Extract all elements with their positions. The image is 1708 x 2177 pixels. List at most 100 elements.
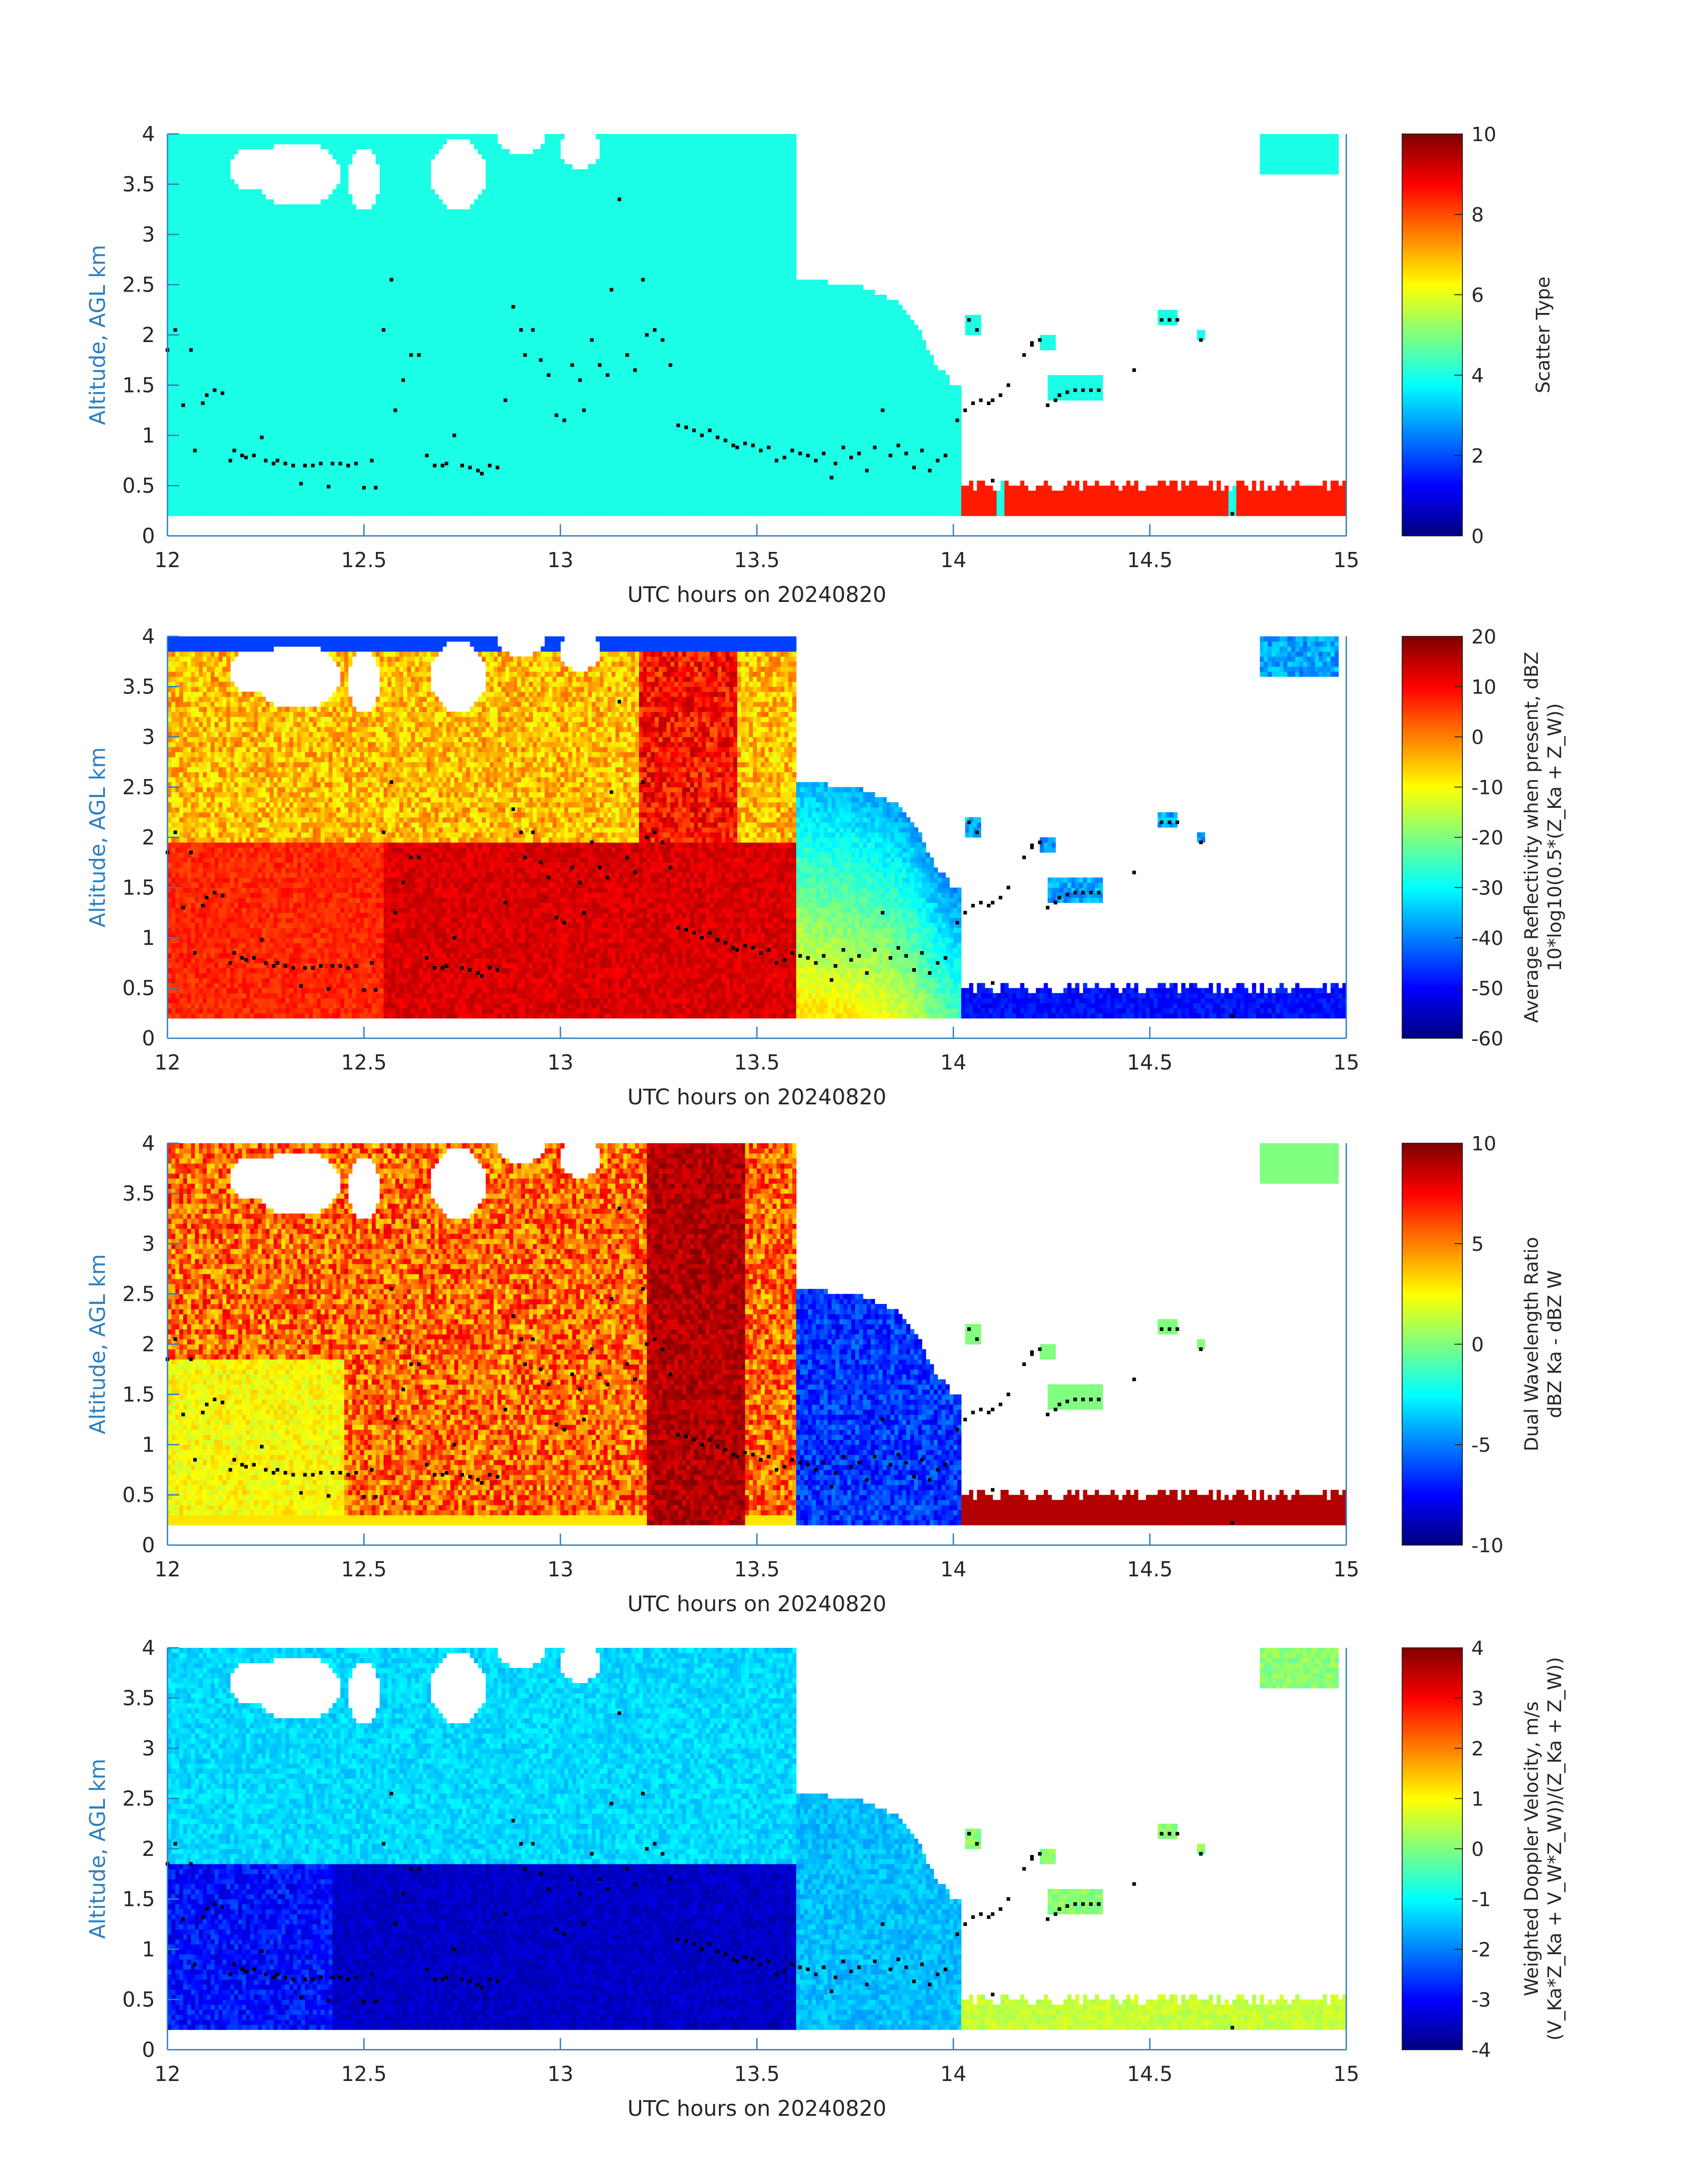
heatmap-cell xyxy=(215,420,219,426)
heatmap-cell xyxy=(254,330,258,335)
heatmap-cell xyxy=(293,426,297,431)
heatmap-cell xyxy=(195,285,199,290)
heatmap-cell xyxy=(187,230,191,235)
heatmap-cell xyxy=(230,310,234,315)
heatmap-cell xyxy=(215,265,219,270)
heatmap-cell xyxy=(179,205,183,210)
heatmap-cell xyxy=(199,315,203,320)
heatmap-cell xyxy=(183,184,187,190)
heatmap-cell xyxy=(187,270,191,275)
heatmap-cell xyxy=(191,265,195,270)
heatmap-cell xyxy=(183,435,187,441)
heatmap-cell xyxy=(203,290,207,295)
heatmap-cell xyxy=(203,194,207,200)
heatmap-cell xyxy=(179,149,183,155)
heatmap-cell xyxy=(277,265,281,270)
heatmap-cell xyxy=(270,234,274,240)
heatmap-cell xyxy=(289,446,293,451)
heatmap-cell xyxy=(187,335,191,340)
heatmap-cell xyxy=(270,320,274,325)
heatmap-cell xyxy=(234,375,238,380)
heatmap-cell xyxy=(187,149,191,155)
heatmap-cell xyxy=(207,481,211,486)
heatmap-cell xyxy=(270,446,274,451)
heatmap-cell xyxy=(262,440,266,446)
heatmap-cell xyxy=(266,259,270,265)
heatmap-cell xyxy=(218,350,222,355)
heatmap-cell xyxy=(211,491,215,496)
heatmap-cell xyxy=(238,139,242,144)
heatmap-cell xyxy=(215,179,219,184)
heatmap-cell xyxy=(218,234,222,240)
heatmap-cell xyxy=(277,405,281,411)
heatmap-cells xyxy=(167,134,1347,516)
heatmap-cell xyxy=(266,511,270,516)
heatmap-cell xyxy=(301,290,305,295)
heatmap-cell xyxy=(297,320,301,325)
heatmap-cell xyxy=(293,280,297,285)
heatmap-cell xyxy=(242,325,246,330)
heatmap-cell xyxy=(199,234,203,240)
heatmap-cell xyxy=(226,355,230,360)
heatmap-cell xyxy=(270,415,274,421)
heatmap-cell xyxy=(203,199,207,205)
heatmap-cell xyxy=(183,380,187,385)
heatmap-cell xyxy=(211,305,215,310)
heatmap-cell xyxy=(195,320,199,325)
heatmap-cell xyxy=(246,219,250,225)
heatmap-cell xyxy=(203,335,207,340)
heatmap-cell xyxy=(262,380,266,385)
heatmap-cell xyxy=(270,205,274,210)
heatmap-cell xyxy=(211,320,215,325)
heatmap-cell xyxy=(277,476,281,481)
heatmap-cell xyxy=(195,255,199,260)
heatmap-cell xyxy=(266,491,270,496)
heatmap-cell xyxy=(226,230,230,235)
heatmap-cell xyxy=(171,435,175,441)
heatmap-cell xyxy=(179,189,183,195)
heatmap-cell xyxy=(175,496,180,501)
heatmap-cell xyxy=(187,234,191,240)
heatmap-cell xyxy=(250,410,254,416)
heatmap-cell xyxy=(203,511,207,516)
heatmap-cell xyxy=(289,415,293,421)
heatmap-cell xyxy=(171,460,175,466)
heatmap-cell xyxy=(183,239,187,245)
heatmap-cell xyxy=(262,139,266,144)
heatmap-cell xyxy=(258,426,262,431)
heatmap-cell xyxy=(258,360,262,365)
heatmap-cell xyxy=(234,275,238,280)
heatmap-cell xyxy=(179,471,183,476)
heatmap-cell xyxy=(171,144,175,150)
heatmap-cell xyxy=(250,375,254,380)
heatmap-cell xyxy=(270,355,274,360)
heatmap-cell xyxy=(293,420,297,426)
heatmap-cell xyxy=(218,380,222,385)
heatmap-cell xyxy=(230,154,234,159)
heatmap-cell xyxy=(266,310,270,315)
heatmap-cell xyxy=(234,471,238,476)
heatmap-cell xyxy=(179,159,183,164)
heatmap-cell xyxy=(203,496,207,501)
heatmap-cell xyxy=(246,320,250,325)
heatmap-cell xyxy=(242,194,246,200)
heatmap-cell xyxy=(183,420,187,426)
heatmap-cell xyxy=(254,259,258,265)
heatmap-cell xyxy=(301,330,305,335)
heatmap-cell xyxy=(266,139,270,144)
heatmap-cell xyxy=(289,255,293,260)
heatmap-cell xyxy=(191,460,195,466)
heatmap-cell xyxy=(175,159,180,164)
heatmap-cell xyxy=(179,460,183,466)
heatmap-cell xyxy=(297,295,301,300)
heatmap-cell xyxy=(242,486,246,491)
heatmap-cell xyxy=(215,164,219,170)
heatmap-cell xyxy=(187,169,191,175)
heatmap-cell xyxy=(218,355,222,360)
heatmap-cell xyxy=(301,209,305,215)
heatmap-cell xyxy=(222,144,226,150)
heatmap-cell xyxy=(234,370,238,376)
heatmap-cell xyxy=(289,230,293,235)
heatmap-cell xyxy=(289,350,293,355)
heatmap-cell xyxy=(258,390,262,396)
